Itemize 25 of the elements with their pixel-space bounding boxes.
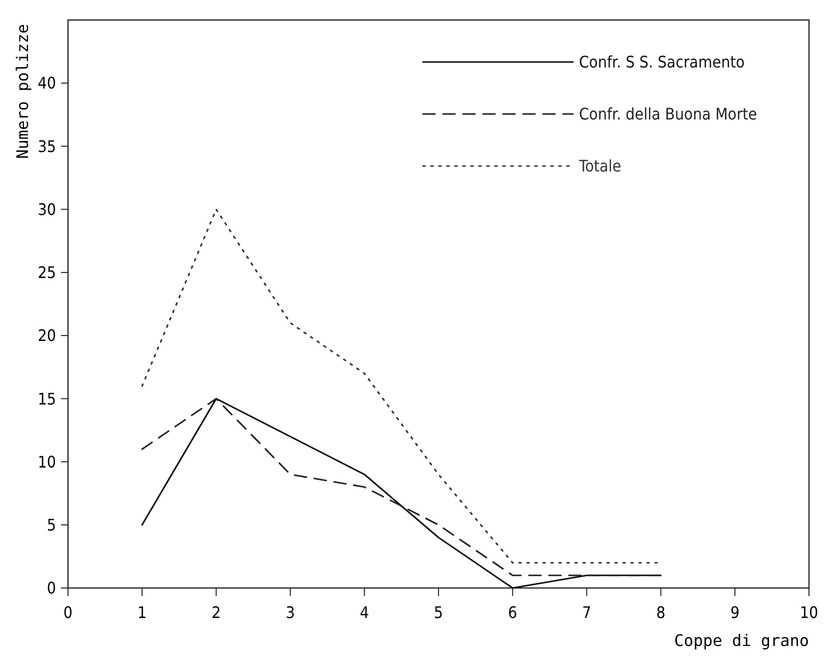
x-tick-label: 8 [656, 603, 666, 622]
x-tick-label: 5 [434, 603, 444, 622]
y-tick-label: 35 [38, 136, 56, 156]
x-tick-label: 1 [138, 603, 147, 622]
x-tick-label: 2 [212, 603, 221, 622]
y-tick-label: 15 [38, 389, 56, 408]
text: Totale [578, 156, 622, 176]
x-tick-label: 0 [63, 603, 73, 622]
x-tick-label: 7 [582, 603, 592, 622]
x-tick-label: 4 [360, 603, 369, 622]
x-tick-label: 10 [800, 603, 818, 622]
y-axis-title: Numero polizze [13, 24, 32, 159]
x-axis-title: Coppe di grano [674, 631, 809, 650]
y-tick-label: 10 [38, 452, 56, 472]
y-tick-label: 20 [38, 326, 56, 346]
y-tick-label: 30 [38, 200, 56, 219]
text: Confr. S S. Sacramento [579, 52, 745, 72]
y-tick-label: 25 [38, 263, 56, 282]
text: Confr. della Buona Morte [579, 104, 758, 124]
x-tick-label: 3 [286, 603, 295, 622]
x-tick-label: 9 [730, 603, 740, 622]
x-tick-label: 6 [508, 603, 518, 622]
y-tick-label: 5 [46, 515, 56, 534]
y-tick-label: 0 [46, 578, 56, 598]
y-tick-label: 40 [38, 74, 56, 93]
